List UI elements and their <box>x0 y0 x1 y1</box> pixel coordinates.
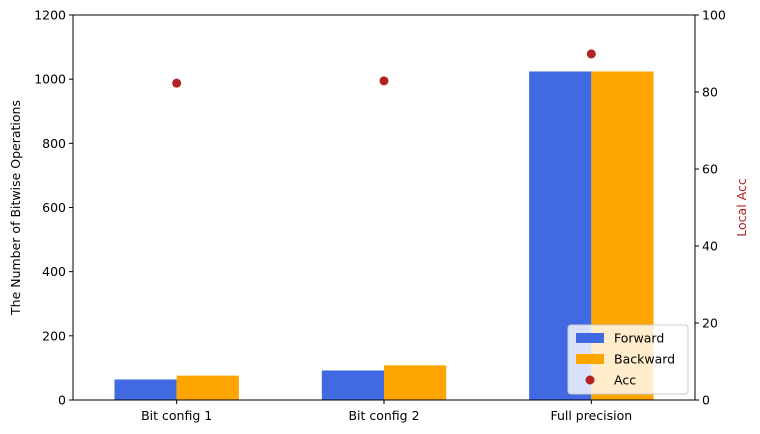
y2-tick-label: 20 <box>702 316 718 331</box>
points-layer <box>172 49 596 88</box>
x-tick-label: Full precision <box>550 408 632 423</box>
y2-axis-label: Local Acc <box>734 178 749 237</box>
bar-forward-2 <box>321 370 384 400</box>
bar-backward-2 <box>384 365 447 400</box>
y2-tick-label: 0 <box>702 393 710 408</box>
point-acc-2 <box>379 76 389 86</box>
legend-swatch-backward <box>576 354 604 364</box>
y-tick-label: 800 <box>42 136 66 151</box>
y2-tick-label: 80 <box>702 85 718 100</box>
x-tick-label: Bit config 2 <box>348 408 419 423</box>
y-tick-label: 0 <box>58 393 66 408</box>
y-tick-label: 600 <box>42 200 66 215</box>
y-tick-label: 1000 <box>34 72 66 87</box>
legend: Forward Backward Acc <box>567 324 689 395</box>
bar-backward-1 <box>176 375 239 400</box>
point-acc-1 <box>172 78 182 88</box>
y2-tick-label: 100 <box>702 8 726 23</box>
legend-label-backward: Backward <box>614 352 675 367</box>
x-tick-label: Bit config 1 <box>141 408 212 423</box>
y-tick-label: 400 <box>42 264 66 279</box>
y2-tick-label: 60 <box>702 162 718 177</box>
ticks-layer: 0 200 400 600 800 1000 1200 0 20 40 60 80 100 Bit con… <box>34 8 726 424</box>
legend-label-forward: Forward <box>614 331 664 346</box>
legend-swatch-forward <box>576 333 604 343</box>
y2-tick-label: 40 <box>702 239 718 254</box>
y-axis-label: The Number of Bitwise Operations <box>8 100 23 316</box>
y-tick-label: 200 <box>42 328 66 343</box>
legend-label-acc: Acc <box>614 373 636 388</box>
y-tick-label: 1200 <box>34 8 66 23</box>
legend-marker-acc <box>585 375 595 385</box>
point-acc-3 <box>586 49 596 59</box>
bar-forward-1 <box>114 379 177 400</box>
